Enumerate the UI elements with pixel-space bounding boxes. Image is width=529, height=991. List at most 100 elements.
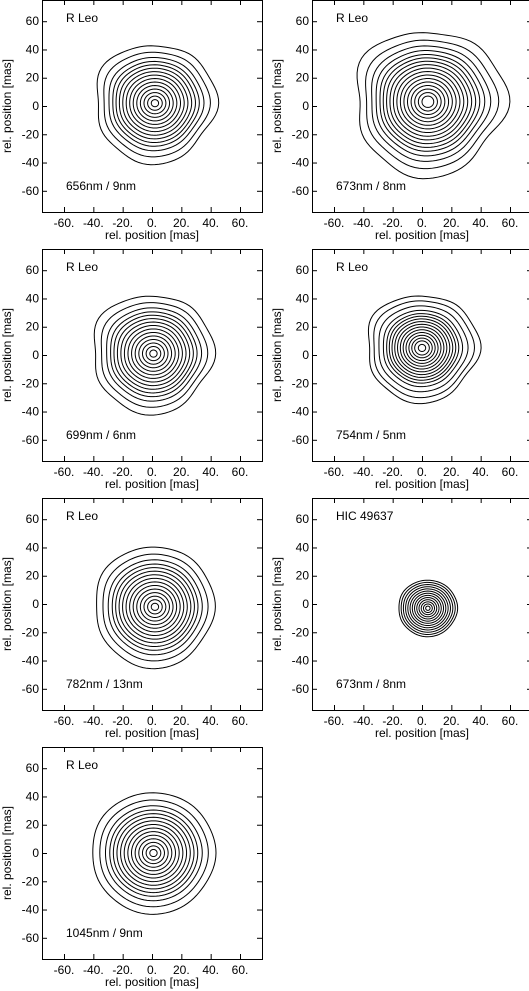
y-tick-label: 20 xyxy=(296,71,310,85)
contour-line xyxy=(411,337,433,359)
contour-line xyxy=(418,599,438,618)
contour-line xyxy=(125,74,185,133)
x-axis-label: rel. position [mas] xyxy=(375,228,469,242)
y-tick-label: 0 xyxy=(32,348,39,362)
y-tick-label: 60 xyxy=(296,263,310,277)
x-tick-label: 40. xyxy=(202,963,219,977)
contour-line xyxy=(141,841,165,865)
contour-line xyxy=(147,95,163,111)
contour-line xyxy=(371,45,492,162)
contour-line xyxy=(392,67,465,137)
y-tick-label: 0 xyxy=(32,99,39,113)
contour-line xyxy=(116,816,191,890)
y-tick-label: 40 xyxy=(296,540,310,554)
contour-line xyxy=(150,602,160,611)
contour-line xyxy=(102,553,209,662)
contour-line xyxy=(386,60,473,145)
y-tick-label: -40 xyxy=(292,654,310,668)
contour-line xyxy=(373,300,475,399)
y-tick-label: -20 xyxy=(292,376,310,390)
x-tick-label: 60. xyxy=(502,465,519,479)
contour-line xyxy=(132,81,178,125)
x-tick-label: 40. xyxy=(472,216,489,230)
contour-line xyxy=(116,318,191,390)
y-tick-label: -20 xyxy=(22,874,40,888)
y-tick-label: 0 xyxy=(302,99,309,113)
x-tick-label: 60. xyxy=(502,714,519,728)
object-label: R Leo xyxy=(66,758,98,772)
contour-line xyxy=(382,57,477,148)
contour-line xyxy=(399,326,445,370)
x-tick-label: 0. xyxy=(147,465,157,479)
y-tick-label: -40 xyxy=(22,654,40,668)
y-tick-label: 40 xyxy=(26,789,40,803)
contour-line xyxy=(422,603,433,614)
contour-line xyxy=(420,601,436,616)
contour-line xyxy=(106,307,203,402)
contour-line xyxy=(382,309,464,388)
contour-line xyxy=(138,338,169,369)
contour-line xyxy=(130,831,176,875)
x-tick-label: 40. xyxy=(202,216,219,230)
contour-line xyxy=(143,92,167,115)
contour-line xyxy=(149,848,158,858)
y-tick-label: 60 xyxy=(26,761,40,775)
x-tick-label: -40. xyxy=(83,963,104,977)
x-tick-label: 60. xyxy=(502,216,519,230)
x-tick-label: -40. xyxy=(83,216,104,230)
contour-line xyxy=(367,295,482,405)
x-tick-label: 40. xyxy=(472,714,489,728)
contour-line xyxy=(96,45,220,166)
x-tick-label: 0. xyxy=(147,216,157,230)
contour-line xyxy=(112,60,200,147)
filter-label: 673nm / 8nm xyxy=(336,677,406,691)
contour-line xyxy=(421,95,435,108)
x-tick-label: 20. xyxy=(173,963,190,977)
y-tick-label: -60 xyxy=(22,184,40,198)
contour-line xyxy=(149,349,158,358)
x-tick-label: 0. xyxy=(147,963,157,977)
x-tick-label: 20. xyxy=(173,216,190,230)
contour-line xyxy=(123,324,183,383)
contour-line xyxy=(122,71,189,136)
y-tick-label: -40 xyxy=(292,156,310,170)
contour-line xyxy=(96,546,216,670)
x-tick-label: -20. xyxy=(112,465,133,479)
y-tick-label: -40 xyxy=(22,405,40,419)
x-tick-label: 40. xyxy=(472,465,489,479)
contour-line xyxy=(138,838,169,868)
filter-label: 782nm / 13nm xyxy=(66,677,143,691)
y-tick-label: -20 xyxy=(22,376,40,390)
contour-line xyxy=(414,340,430,356)
contour-line xyxy=(379,53,481,152)
x-tick-label: 20. xyxy=(173,714,190,728)
contour-line xyxy=(134,834,173,872)
x-tick-label: 60. xyxy=(232,465,249,479)
y-axis-label: rel. position [mas] xyxy=(0,59,14,153)
panel-2: -60. -40. -20. 0. 20. 40. 60. -60 -40 -20 0 20 40 60 r… xyxy=(270,0,529,242)
contour-line xyxy=(386,313,460,384)
x-tick-label: -60. xyxy=(54,714,75,728)
x-tick-label: 60. xyxy=(232,216,249,230)
x-tick-label: -60. xyxy=(324,216,345,230)
panel-5: -60. -40. -20. 0. 20. 40. 60. -60 -40 -20 0 20 40 60 r… xyxy=(0,498,263,740)
x-tick-label: 20. xyxy=(443,465,460,479)
contour-line xyxy=(396,71,461,134)
y-axis-label: rel. position [mas] xyxy=(270,308,284,402)
contour-line xyxy=(411,592,445,624)
x-tick-label: 20. xyxy=(443,714,460,728)
y-tick-label: -20 xyxy=(22,625,40,639)
x-tick-label: -20. xyxy=(382,465,403,479)
y-tick-label: 60 xyxy=(26,14,40,28)
panel-6: -60. -40. -20. 0. 20. 40. 60. -60 -40 -20 0 20 40 60 r… xyxy=(270,498,529,740)
x-tick-label: -40. xyxy=(83,465,104,479)
y-tick-label: -20 xyxy=(292,127,310,141)
panel-3: -60. -40. -20. 0. 20. 40. 60. -60 -40 -20 0 20 40 60 r… xyxy=(0,249,263,491)
contour-line xyxy=(104,805,203,902)
contour-line xyxy=(145,845,162,861)
contour-line xyxy=(402,329,442,367)
y-tick-label: -60 xyxy=(22,682,40,696)
x-axis-label: rel. position [mas] xyxy=(375,726,469,740)
filter-label: 699nm / 6nm xyxy=(66,428,136,442)
